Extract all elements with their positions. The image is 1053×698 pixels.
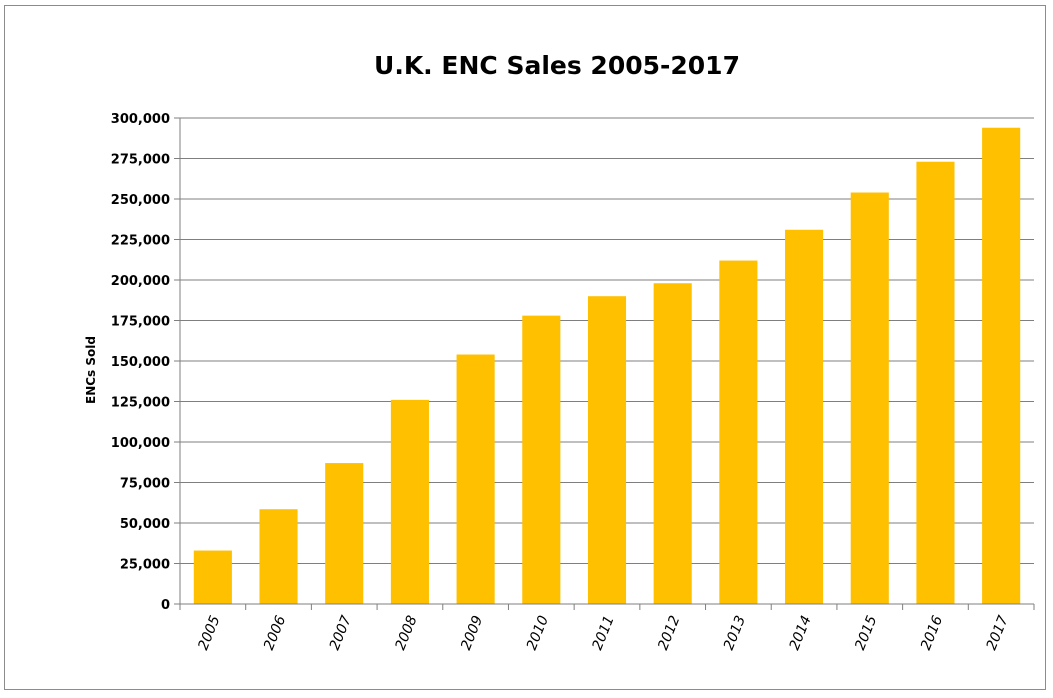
x-tick-label: 2014: [787, 614, 815, 653]
bar-2017: [982, 127, 1021, 604]
y-tick-label: 25,000: [120, 558, 170, 573]
y-tick-label: 125,000: [111, 396, 170, 411]
bars: [193, 127, 1021, 605]
bar-2010: [522, 315, 561, 604]
x-tick-label: 2011: [590, 614, 618, 653]
y-tick-label: 300,000: [111, 112, 170, 127]
x-tick-label: 2009: [458, 613, 486, 652]
y-tick-label: 200,000: [111, 274, 170, 289]
x-tick-label: 2012: [655, 613, 683, 652]
x-tick-labels: 2005 2006 2007 2008 2009 2010 2011 2012 2013 2014…: [195, 613, 1012, 652]
y-tick-label: 50,000: [120, 517, 170, 532]
x-tick-label: 2005: [195, 613, 223, 652]
x-tick-label: 2015: [852, 613, 880, 652]
bar-2016: [916, 161, 955, 605]
bar-2013: [719, 260, 758, 604]
y-tick-label: 275,000: [111, 153, 170, 168]
bar-2009: [456, 354, 495, 604]
y-tick-label: 150,000: [111, 355, 170, 370]
y-tick-label: 100,000: [111, 436, 170, 451]
x-tick-label: 2016: [918, 613, 946, 652]
bar-2015: [850, 192, 889, 604]
chart-frame: U.K. ENC Sales 2005-2017 0 25,000 50,000 75…: [4, 5, 1046, 690]
y-tick-label: 0: [161, 598, 170, 613]
x-tick-label: 2017: [984, 613, 1012, 652]
y-axis-title: ENCs Sold: [84, 336, 98, 404]
x-tick-label: 2006: [261, 613, 289, 652]
bar-2007: [325, 463, 364, 604]
y-tick-labels: 0 25,000 50,000 75,000 100,000 125,000 150,000…: [111, 112, 170, 613]
chart-title: U.K. ENC Sales 2005-2017: [374, 51, 740, 80]
bar-2005: [193, 550, 232, 604]
bar-2011: [587, 296, 627, 604]
x-tick-label: 2007: [327, 613, 355, 652]
bar-chart: U.K. ENC Sales 2005-2017 0 25,000 50,000 75…: [84, 51, 1035, 653]
bar-2008: [390, 399, 429, 604]
bar-2014: [785, 229, 824, 604]
y-tick-label: 250,000: [111, 193, 170, 208]
y-tick-label: 175,000: [111, 315, 170, 330]
x-tick-label: 2013: [721, 614, 749, 653]
x-tick-label: 2008: [392, 613, 420, 652]
bar-2012: [653, 283, 692, 604]
y-tick-label: 225,000: [111, 234, 170, 249]
x-tick-label: 2010: [524, 613, 552, 652]
axes: [174, 117, 1035, 610]
bar-2006: [259, 509, 298, 604]
y-tick-label: 75,000: [120, 477, 170, 492]
